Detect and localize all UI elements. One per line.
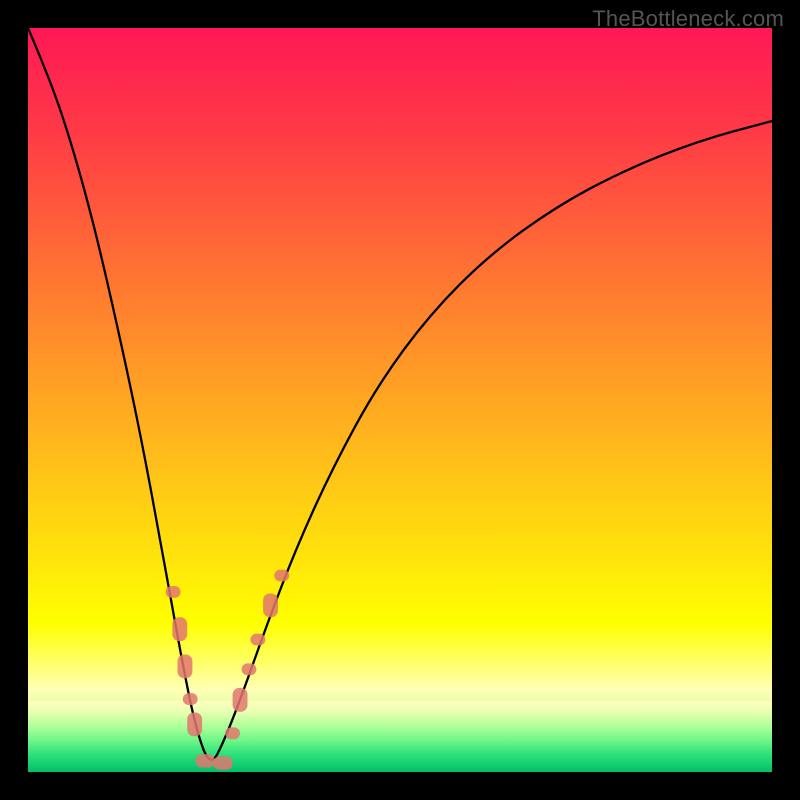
plot-area — [28, 28, 772, 772]
marker — [225, 727, 240, 739]
watermark-text: TheBottleneck.com — [592, 6, 784, 32]
marker — [213, 756, 232, 769]
marker — [242, 663, 257, 675]
chart-svg — [28, 28, 772, 772]
frame-border-right — [772, 0, 800, 800]
figure-canvas: TheBottleneck.com — [0, 0, 800, 800]
markers-group — [166, 570, 289, 770]
frame-border-bottom — [0, 772, 800, 800]
marker — [274, 570, 289, 582]
marker — [187, 712, 202, 736]
marker — [263, 593, 278, 617]
marker — [166, 586, 181, 598]
v-curve-path — [28, 28, 772, 760]
marker — [178, 654, 193, 678]
marker — [250, 634, 265, 646]
marker — [183, 693, 198, 705]
marker — [196, 754, 215, 767]
marker — [233, 688, 248, 712]
marker — [172, 617, 187, 641]
frame-border-left — [0, 0, 28, 800]
